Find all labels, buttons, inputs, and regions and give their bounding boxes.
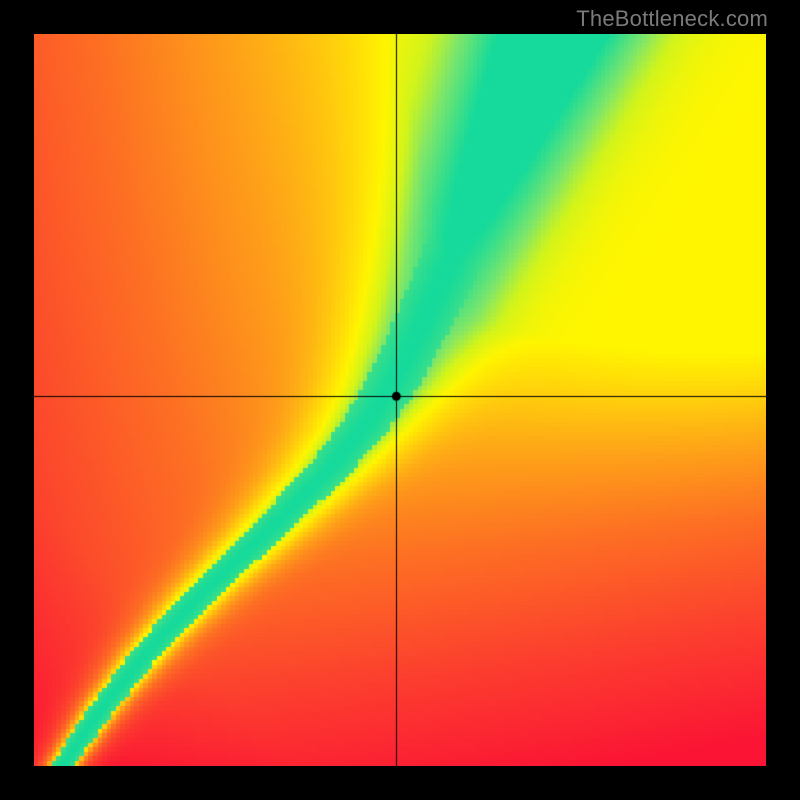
chart-frame: { "watermark": "TheBottleneck.com", "cha…	[0, 0, 800, 800]
watermark-text: TheBottleneck.com	[576, 6, 768, 32]
heatmap-canvas	[34, 34, 766, 766]
